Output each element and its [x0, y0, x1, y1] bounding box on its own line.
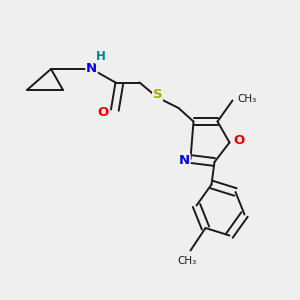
Text: N: N: [86, 62, 97, 76]
Text: O: O: [98, 106, 109, 119]
Text: CH₃: CH₃: [237, 94, 256, 104]
Text: CH₃: CH₃: [178, 256, 197, 266]
Text: S: S: [153, 88, 162, 101]
Text: H: H: [96, 50, 105, 64]
Text: N: N: [179, 154, 190, 167]
Text: O: O: [233, 134, 244, 148]
